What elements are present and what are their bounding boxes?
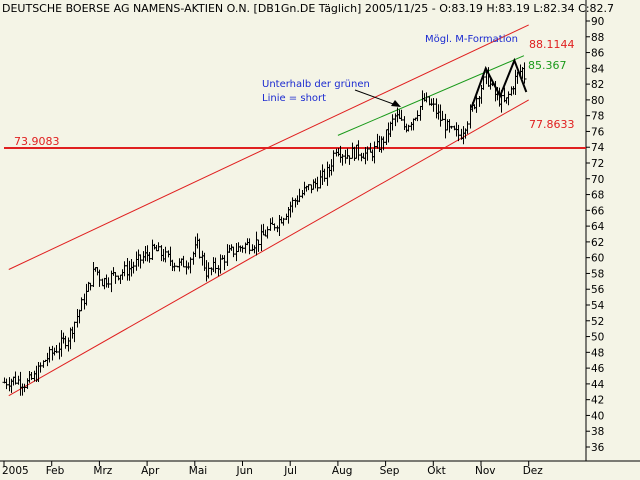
y-tick-label: 44 — [591, 379, 605, 391]
note-short-line2: Linie = short — [262, 93, 326, 104]
y-tick-label: 52 — [591, 316, 604, 328]
y-tick-label: 42 — [591, 395, 604, 407]
y-tick-label: 86 — [591, 48, 605, 60]
y-tick-label: 74 — [591, 142, 605, 154]
level-label-left: 73.9083 — [14, 135, 60, 148]
y-tick-label: 76 — [591, 126, 605, 138]
x-tick-label: Mai — [189, 465, 207, 477]
level-label-lower: 77.8633 — [529, 118, 575, 131]
trend-lines — [4, 24, 586, 397]
y-tick-label: 56 — [591, 284, 605, 296]
x-tick-label: 2005 — [2, 465, 29, 477]
y-axis: 36 38 40 42 44 46 48 50 52 54 56 58 60 62 64 66 68 70 72 74… — [586, 16, 605, 454]
y-tick-label: 46 — [591, 363, 605, 375]
green-trendline-line — [337, 55, 525, 136]
level-label-upper: 88.1144 — [529, 38, 575, 51]
y-tick-label: 36 — [591, 442, 605, 454]
y-tick-label: 62 — [591, 237, 604, 249]
y-tick-label: 88 — [591, 32, 604, 44]
x-tick-label: Jun — [236, 465, 253, 477]
note-arrow-line — [354, 89, 397, 106]
y-tick-label: 58 — [591, 268, 604, 280]
y-tick-label: 40 — [591, 410, 604, 422]
y-tick-label: 78 — [591, 111, 604, 123]
x-tick-label: Dez — [523, 465, 544, 477]
y-tick-label: 70 — [591, 174, 604, 186]
y-tick-label: 48 — [591, 347, 604, 359]
y-tick-label: 60 — [591, 253, 604, 265]
x-axis: 2005 Feb Mrz Apr Mai Jun Jul Aug Sep Okt Nov Dez — [2, 461, 543, 477]
y-tick-label: 84 — [591, 63, 605, 75]
y-tick-label: 68 — [591, 190, 604, 202]
x-tick-label: Sep — [380, 465, 400, 477]
note-short-line1: Unterhalb der grünen — [262, 79, 370, 90]
y-tick-label: 54 — [591, 300, 605, 312]
price-bars — [2, 62, 527, 396]
x-tick-label: Feb — [46, 465, 65, 477]
x-tick-label: Nov — [475, 465, 496, 477]
y-tick-label: 38 — [591, 426, 604, 438]
chart-title: DEUTSCHE BOERSE AG NAMENS-AKTIEN O.N. [D… — [2, 2, 614, 15]
x-tick-label: Aug — [332, 465, 353, 477]
x-tick-label: Apr — [141, 465, 160, 477]
note-formation: Mögl. M-Formation — [425, 34, 518, 45]
y-tick-label: 80 — [591, 95, 604, 107]
y-tick-label: 66 — [591, 205, 605, 217]
y-tick-label: 72 — [591, 158, 604, 170]
y-tick-label: 64 — [591, 221, 605, 233]
y-tick-label: 50 — [591, 332, 604, 344]
y-tick-label: 90 — [591, 16, 604, 28]
y-tick-label: 82 — [591, 79, 604, 91]
m-formation — [470, 57, 528, 109]
x-tick-label: Okt — [427, 465, 445, 477]
level-label-green: 85.367 — [528, 59, 567, 72]
x-tick-label: Mrz — [93, 465, 112, 477]
note-arrow-head — [391, 100, 401, 107]
channel-lower-line — [8, 99, 529, 397]
x-tick-label: Jul — [283, 465, 297, 477]
m-formation-line — [470, 57, 528, 109]
